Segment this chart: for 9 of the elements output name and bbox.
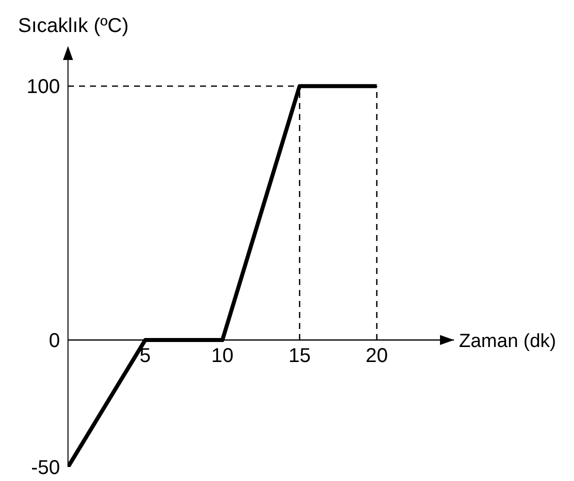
y-tick-label: -50 — [31, 457, 60, 480]
x-tick-label: 10 — [211, 345, 234, 368]
y-tick-label: 0 — [48, 330, 60, 352]
x-tick-label: 20 — [366, 345, 388, 368]
x-axis-title: Zaman (dk) — [459, 331, 556, 352]
x-tick-label: 15 — [288, 345, 311, 368]
y-tick-label: 100 — [26, 76, 60, 98]
y-axis-title: Sıcaklık (ºC) — [18, 15, 129, 37]
x-tick-label: 5 — [140, 345, 151, 368]
